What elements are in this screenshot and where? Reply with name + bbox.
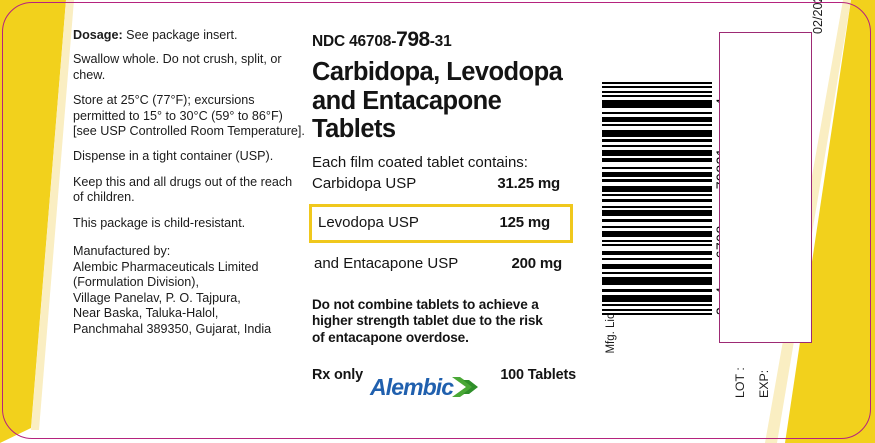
center-main-column: NDC 46708-798-31 Carbidopa, Levodopa and… [309, 28, 584, 383]
chevron-arrow-icon [450, 376, 480, 403]
ingredient-dose: 200 mg [511, 254, 563, 272]
rx-only-label: Rx only [312, 367, 363, 384]
ingredient-row-levodopa-highlighted: Levodopa USP 125 mg [309, 203, 573, 243]
product-title: Carbidopa, Levodopa and Entacapone Table… [312, 58, 584, 144]
address-line: (Formulation Division), [73, 275, 199, 290]
keep-away-warning: Keep this and all drugs out of the reach… [73, 174, 293, 205]
storage-instruction: Store at 25°C (77°F); excursions permitt… [73, 93, 305, 139]
ndc-number: NDC 46708-798-31 [312, 28, 584, 52]
ingredient-name: Carbidopa USP [312, 174, 417, 192]
dosage-line: Dosage: See package insert. [73, 28, 305, 43]
alembic-logo: Alembic [370, 374, 480, 400]
tablet-count: 100 Tablets [500, 367, 576, 384]
warning-line: Do not combine tablets to achieve a [312, 296, 539, 312]
dispense-instruction: Dispense in a tight container (USP). [73, 149, 274, 164]
ingredient-dose: 31.25 mg [497, 174, 560, 192]
address-line: Panchmahal 389350, Gujarat, India [73, 322, 272, 337]
expiry-date: 02/2026 [811, 0, 825, 34]
address-line: Alembic Pharmaceuticals Limited [73, 259, 259, 274]
contains-header: Each film coated tablet contains: [312, 153, 528, 171]
alembic-wordmark: Alembic [370, 373, 454, 400]
dosage-label: Dosage: [73, 28, 123, 42]
lot-exp-write-box[interactable] [719, 32, 812, 343]
barcode-bars [602, 82, 712, 315]
ingredient-dose: 125 mg [499, 213, 551, 231]
ingredient-row-entacapone: and Entacapone USP 200 mg [312, 253, 584, 275]
left-yellow-wedge [0, 0, 120, 443]
address-line: Village Panelav, P. O. Tajpura, [73, 290, 241, 305]
warning-line: of entacapone overdose. [312, 329, 469, 345]
product-title-line-2: and Entacapone Tablets [312, 86, 502, 144]
rx-and-count-row: Rx only 100 Tablets [312, 367, 584, 383]
ingredient-name: Levodopa USP [318, 213, 419, 231]
lot-label: LOT : [733, 367, 747, 398]
product-title-line-1: Carbidopa, Levodopa [312, 58, 563, 86]
child-resistant-note: This package is child-resistant. [73, 215, 246, 230]
overdose-warning: Do not combine tablets to achieve a high… [312, 297, 584, 347]
ndc-middle: 798 [396, 28, 430, 51]
left-info-column: Dosage: See package insert. Swallow whol… [73, 28, 305, 338]
exp-label: EXP: [757, 369, 771, 398]
address-line: Near Baska, Taluka-Halol, [73, 306, 219, 321]
ndc-prefix: NDC 46708- [312, 33, 397, 50]
swallow-instruction: Swallow whole. Do not crush, split, or c… [73, 52, 282, 82]
barcode-block: Mfg. Lic. No. G/25/959 [588, 28, 729, 418]
manufacturer-block: Manufactured by: Alembic Pharmaceuticals… [73, 244, 305, 338]
ingredient-row-carbidopa: Carbidopa USP 31.25 mg [312, 173, 584, 195]
manufactured-by-label: Manufactured by: [73, 244, 171, 259]
ndc-suffix: -31 [429, 33, 452, 50]
barcode-graphic: 3 4 6708 79831 4 [594, 23, 729, 315]
dosage-text: See package insert. [122, 28, 238, 42]
warning-line: higher strength tablet due to the risk [312, 313, 543, 329]
ingredient-name: and Entacapone USP [314, 254, 459, 272]
